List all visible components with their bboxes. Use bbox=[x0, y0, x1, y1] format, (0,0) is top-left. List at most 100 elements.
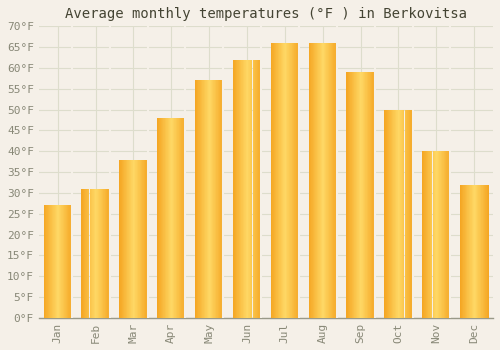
Bar bbox=[461, 184, 462, 318]
Bar bbox=[476, 184, 478, 318]
Bar bbox=[178, 118, 179, 318]
Bar bbox=[64, 205, 65, 318]
Bar bbox=[46, 205, 47, 318]
Bar bbox=[434, 151, 435, 318]
Bar bbox=[106, 189, 107, 318]
Bar bbox=[483, 184, 484, 318]
Bar bbox=[207, 80, 208, 318]
Bar bbox=[238, 60, 239, 318]
Bar bbox=[337, 43, 338, 318]
Bar bbox=[175, 118, 176, 318]
Bar bbox=[100, 189, 101, 318]
Bar bbox=[179, 118, 180, 318]
Bar bbox=[335, 43, 336, 318]
Bar bbox=[288, 43, 289, 318]
Bar bbox=[210, 80, 211, 318]
Bar bbox=[366, 72, 367, 318]
Bar bbox=[211, 80, 212, 318]
Bar bbox=[164, 118, 165, 318]
Bar bbox=[410, 110, 411, 318]
Bar bbox=[488, 184, 489, 318]
Bar bbox=[146, 160, 147, 318]
Bar bbox=[279, 43, 280, 318]
Bar bbox=[424, 151, 425, 318]
Bar bbox=[128, 160, 129, 318]
Bar bbox=[332, 43, 333, 318]
Bar bbox=[70, 205, 71, 318]
Bar bbox=[276, 43, 277, 318]
Bar bbox=[385, 110, 386, 318]
Bar bbox=[84, 189, 85, 318]
Bar bbox=[312, 43, 313, 318]
Bar bbox=[479, 184, 480, 318]
Bar bbox=[318, 43, 319, 318]
Bar bbox=[162, 118, 163, 318]
Bar bbox=[92, 189, 93, 318]
Bar bbox=[215, 80, 216, 318]
Bar bbox=[475, 184, 476, 318]
Bar bbox=[389, 110, 390, 318]
Bar bbox=[280, 43, 281, 318]
Bar bbox=[466, 184, 467, 318]
Bar bbox=[471, 184, 472, 318]
Bar bbox=[331, 43, 332, 318]
Bar bbox=[125, 160, 126, 318]
Bar bbox=[142, 160, 143, 318]
Bar bbox=[412, 110, 413, 318]
Bar bbox=[435, 151, 436, 318]
Bar bbox=[53, 205, 54, 318]
Bar bbox=[222, 80, 223, 318]
Bar bbox=[442, 151, 443, 318]
Bar bbox=[484, 184, 485, 318]
Bar bbox=[309, 43, 310, 318]
Bar bbox=[96, 189, 97, 318]
Bar bbox=[322, 43, 323, 318]
Bar bbox=[481, 184, 482, 318]
Bar bbox=[286, 43, 287, 318]
Bar bbox=[296, 43, 298, 318]
Bar bbox=[369, 72, 370, 318]
Bar bbox=[47, 205, 48, 318]
Bar bbox=[126, 160, 127, 318]
Bar bbox=[97, 189, 98, 318]
Bar bbox=[259, 60, 260, 318]
Bar bbox=[373, 72, 374, 318]
Bar bbox=[161, 118, 162, 318]
Bar bbox=[255, 60, 256, 318]
Bar bbox=[425, 151, 426, 318]
Bar bbox=[336, 43, 337, 318]
Bar bbox=[248, 60, 249, 318]
Title: Average monthly temperatures (°F ) in Berkovitsa: Average monthly temperatures (°F ) in Be… bbox=[65, 7, 467, 21]
Bar bbox=[470, 184, 471, 318]
Bar bbox=[403, 110, 404, 318]
Bar bbox=[387, 110, 388, 318]
Bar bbox=[487, 184, 488, 318]
Bar bbox=[239, 60, 240, 318]
Bar bbox=[54, 205, 55, 318]
Bar bbox=[157, 118, 158, 318]
Bar bbox=[204, 80, 205, 318]
Bar bbox=[86, 189, 87, 318]
Bar bbox=[362, 72, 363, 318]
Bar bbox=[124, 160, 125, 318]
Bar bbox=[163, 118, 164, 318]
Bar bbox=[135, 160, 136, 318]
Bar bbox=[212, 80, 213, 318]
Bar bbox=[367, 72, 368, 318]
Bar bbox=[347, 72, 348, 318]
Bar bbox=[241, 60, 242, 318]
Bar bbox=[406, 110, 407, 318]
Bar bbox=[244, 60, 245, 318]
Bar bbox=[98, 189, 99, 318]
Bar bbox=[140, 160, 141, 318]
Bar bbox=[327, 43, 328, 318]
Bar bbox=[372, 72, 373, 318]
Bar bbox=[223, 80, 224, 318]
Bar bbox=[467, 184, 468, 318]
Bar bbox=[55, 205, 56, 318]
Bar bbox=[277, 43, 278, 318]
Bar bbox=[202, 80, 203, 318]
Bar bbox=[315, 43, 316, 318]
Bar bbox=[237, 60, 238, 318]
Bar bbox=[220, 80, 221, 318]
